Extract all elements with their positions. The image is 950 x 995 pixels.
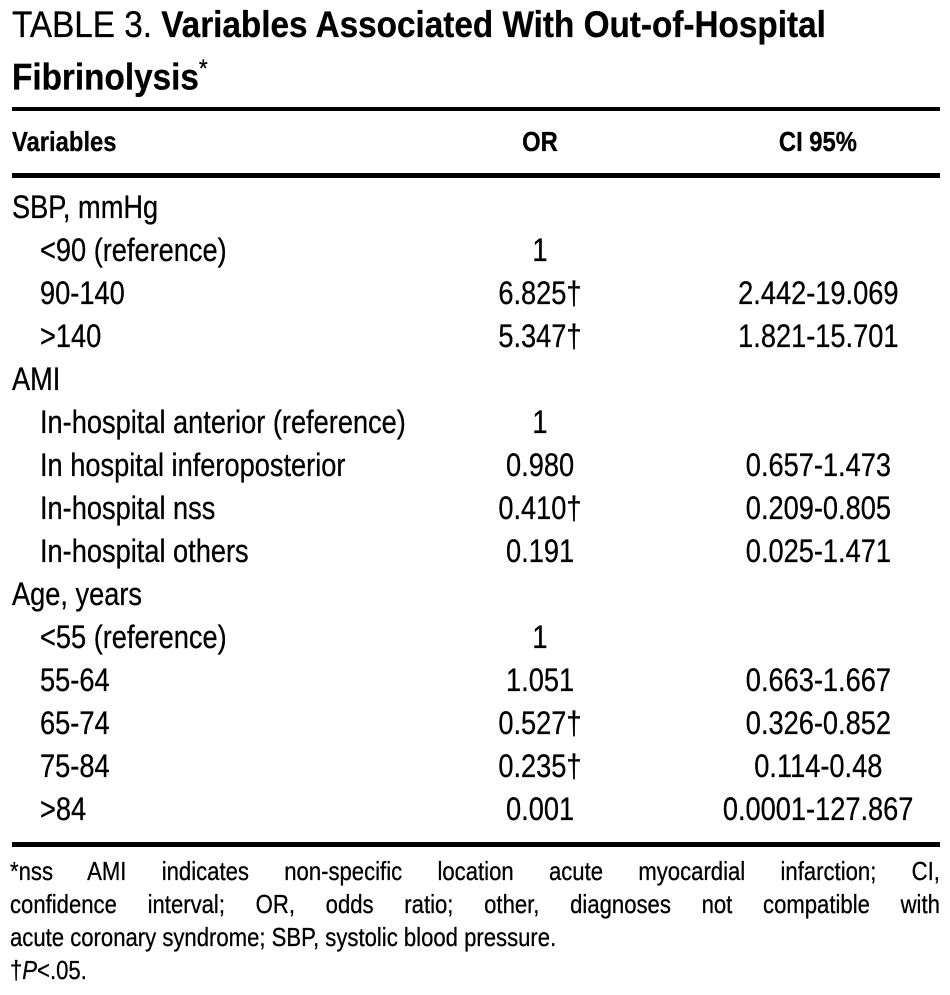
table-row: >140 5.347† 1.821-15.701 [0,315,950,358]
table-row: <55 (reference) 1 [0,616,950,659]
or-value [440,573,640,616]
or-value: 1.051 [505,662,575,698]
p-symbol: P [22,955,38,985]
or-value: 1 [532,232,548,268]
table-row: In hospital inferoposterior 0.980 0.657-… [0,444,950,487]
table-header-row: Variables OR CI 95% [0,110,950,173]
header-rule [12,173,940,178]
ci-value [670,186,950,229]
row-label: In-hospital others [40,533,249,569]
table-row: In-hospital nss 0.410† 0.209-0.805 [0,487,950,530]
row-label: In-hospital nss [40,490,216,526]
table-title-text: Variables Associated With Out-of-Hospita… [152,4,826,45]
row-label: In-hospital anterior (reference) [40,404,406,440]
table-row: In-hospital others 0.191 0.025-1.471 [0,530,950,573]
table-title-line1: TABLE 3. Variables Associated With Out-o… [12,2,826,47]
table-footnotes: *nss AMI indicates non-specific location… [10,855,940,987]
significance-footnote: †P<.05. [10,954,940,987]
ci-value [670,616,950,659]
table-row: Age, years [0,573,950,616]
ci-value: 0.025-1.471 [745,533,891,569]
ci-value: 0.209-0.805 [745,490,891,526]
table-body: SBP, mmHg <90 (reference) 1 90-140 6.825… [0,186,950,831]
table-row: 55-64 1.051 0.663-1.667 [0,659,950,702]
table-number-label: TABLE 3. [12,4,153,45]
row-label: Age, years [12,576,143,612]
row-label: <55 (reference) [40,619,227,655]
row-label: 90-140 [40,275,125,311]
dagger-symbol: † [10,955,23,985]
table-row: AMI [0,358,950,401]
footnote-line: *nss AMI indicates non-specific location… [10,856,940,886]
table-row: >84 0.001 0.0001-127.867 [0,788,950,831]
row-label: AMI [12,361,61,397]
or-value: 0.980 [505,447,575,483]
ci-value [670,229,950,272]
ci-value: 1.821-15.701 [737,318,899,354]
or-value: 6.825† [498,275,582,311]
or-value: 0.001 [505,791,575,827]
row-label: >84 [40,791,87,827]
row-label: 55-64 [40,662,110,698]
ci-value: 0.326-0.852 [745,705,891,741]
column-header-variables: Variables [12,126,117,157]
row-label: >140 [40,318,102,354]
row-label: <90 (reference) [40,232,227,268]
row-label: 75-84 [40,748,110,784]
row-label: 65-74 [40,705,110,741]
table-title: TABLE 3. Variables Associated With Out-o… [12,2,826,100]
or-value: 0.191 [505,533,575,569]
ci-value [670,401,950,444]
table-row: SBP, mmHg [0,186,950,229]
top-rule [12,107,940,111]
ci-value: 2.442-19.069 [737,275,899,311]
or-value [440,186,640,229]
table-title-line2: Fibrinolysis* [12,47,826,100]
table-row: In-hospital anterior (reference) 1 [0,401,950,444]
ci-value: 0.114-0.48 [753,748,883,784]
table-title-text-2: Fibrinolysis [12,56,199,98]
table-row: <90 (reference) 1 [0,229,950,272]
column-header-or: OR [522,126,558,157]
ci-value [670,358,950,401]
or-value [440,358,640,401]
column-header-ci95: CI 95% [778,126,858,157]
ci-value: 0.0001-127.867 [722,791,914,827]
ci-value [670,573,950,616]
p-threshold: <.05. [37,955,87,985]
footnote-line: acute coronary syndrome; SBP, systolic b… [10,922,557,952]
title-asterisk: * [198,55,208,83]
or-value: 0.527† [498,705,582,741]
bottom-rule [12,842,940,847]
table-row: 65-74 0.527† 0.326-0.852 [0,702,950,745]
table-row: 75-84 0.235† 0.114-0.48 [0,745,950,788]
or-value: 1 [532,404,548,440]
row-label: In hospital inferoposterior [40,447,346,483]
or-value: 1 [532,619,548,655]
or-value: 5.347† [498,318,582,354]
row-label: SBP, mmHg [12,189,159,225]
or-value: 0.410† [498,490,582,526]
footnote-line: confidence interval; OR, odds ratio; oth… [10,889,940,919]
or-value: 0.235† [498,748,582,784]
table-row: 90-140 6.825† 2.442-19.069 [0,272,950,315]
ci-value: 0.657-1.473 [745,447,891,483]
ci-value: 0.663-1.667 [745,662,891,698]
